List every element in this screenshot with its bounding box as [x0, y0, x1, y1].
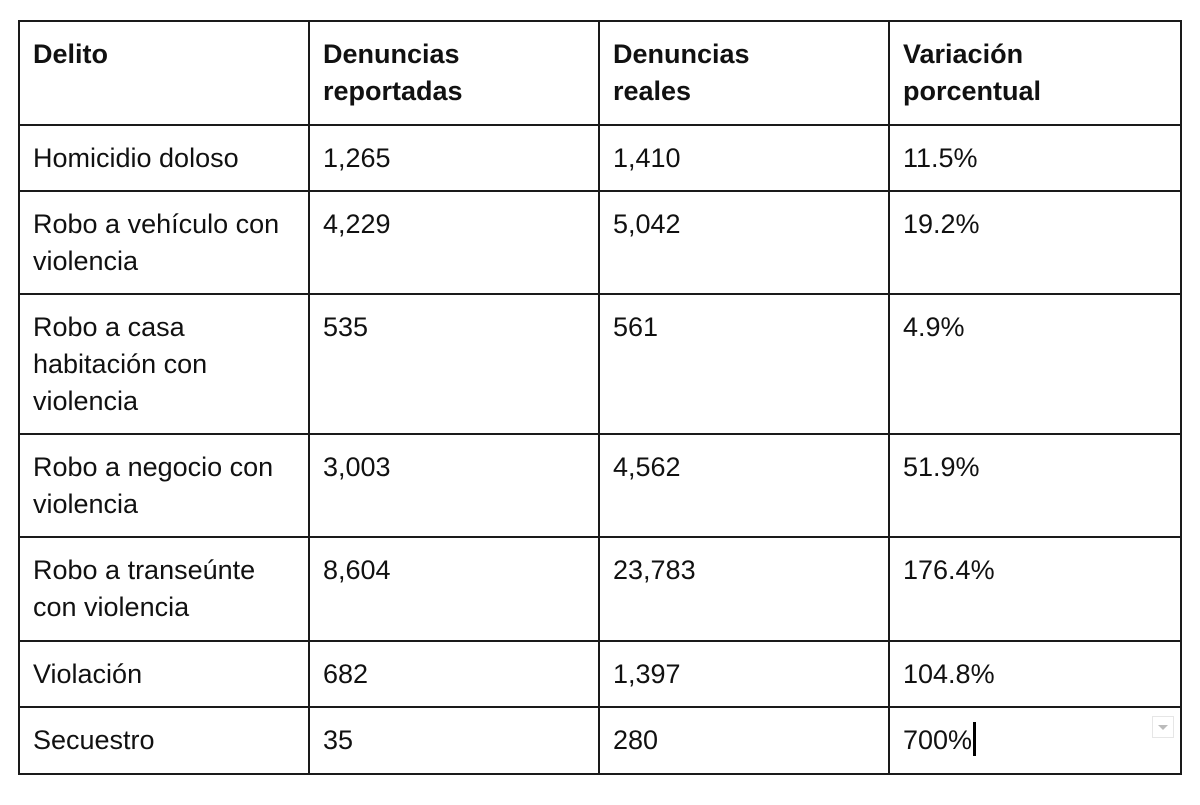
cell-text: 176.4% [903, 555, 995, 585]
cell-text: Robo a vehículo con violencia [33, 209, 280, 276]
cell-text: 8,604 [323, 555, 391, 585]
table-cell[interactable]: 176.4% [888, 536, 1182, 642]
cell-text: 11.5% [903, 143, 978, 173]
table-cell[interactable]: 11.5% [888, 124, 1182, 192]
cell-text: 5,042 [613, 209, 681, 239]
table-cell[interactable]: 682 [308, 640, 600, 708]
cell-text: Robo a casa habitación con violencia [33, 312, 208, 416]
table-cell[interactable]: Violación [18, 640, 310, 708]
table-cell[interactable]: 4,562 [598, 433, 890, 538]
cell-text: 280 [613, 725, 659, 755]
dropdown-arrow-icon[interactable] [1152, 716, 1174, 738]
table-row: Secuestro 35 280 700% [18, 706, 1182, 775]
header-cell[interactable]: Denuncias reportadas [308, 20, 600, 126]
table-cell[interactable]: 4.9% [888, 293, 1182, 435]
table-cell[interactable]: 561 [598, 293, 890, 435]
table-cell[interactable]: 1,397 [598, 640, 890, 708]
table-row: Homicidio doloso 1,265 1,410 11.5% [18, 124, 1182, 192]
cell-text: 561 [613, 312, 659, 342]
table-cell[interactable]: 535 [308, 293, 600, 435]
table-row: Robo a vehículo con violencia 4,229 5,042 1… [18, 190, 1182, 295]
cell-text: 23,783 [613, 555, 696, 585]
table-cell[interactable]: Secuestro [18, 706, 310, 775]
table-cell[interactable]: 4,229 [308, 190, 600, 295]
table-cell[interactable]: Robo a vehículo con violencia [18, 190, 310, 295]
cell-text: 535 [323, 312, 369, 342]
table-row: Robo a casa habitación con violencia 535 5… [18, 293, 1182, 435]
table-cell[interactable]: Robo a negocio con violencia [18, 433, 310, 538]
cell-text: 4,229 [323, 209, 391, 239]
table-row: Robo a negocio con violencia 3,003 4,562 51… [18, 433, 1182, 538]
table-cell[interactable]: 19.2% [888, 190, 1182, 295]
cell-text: 1,265 [323, 143, 391, 173]
cell-text: Secuestro [33, 725, 155, 755]
table-cell[interactable]: Homicidio doloso [18, 124, 310, 192]
table-cell[interactable]: 8,604 [308, 536, 600, 642]
cell-text: Robo a negocio con violencia [33, 452, 274, 519]
cell-text: 1,397 [613, 659, 681, 689]
cell-text: 104.8% [903, 659, 995, 689]
cell-text: 4,562 [613, 452, 681, 482]
table-cell[interactable]: 1,410 [598, 124, 890, 192]
cell-text: Robo a transeúnte con violencia [33, 555, 256, 622]
table-cell[interactable]: 51.9% [888, 433, 1182, 538]
table-cell[interactable]: 3,003 [308, 433, 600, 538]
table-cell[interactable]: 5,042 [598, 190, 890, 295]
cell-text: Violación [33, 659, 143, 689]
cell-text: Homicidio doloso [33, 143, 239, 173]
table-row: Robo a transeúnte con violencia 8,604 23,7… [18, 536, 1182, 642]
crime-table: Delito Denuncias reportadas Denuncias re… [18, 20, 1182, 775]
header-cell[interactable]: Variación porcentual [888, 20, 1182, 126]
table-cell[interactable]: 104.8% [888, 640, 1182, 708]
cell-text: 3,003 [323, 452, 391, 482]
text-cursor [973, 722, 977, 756]
table-cell[interactable]: 1,265 [308, 124, 600, 192]
header-cell[interactable]: Denuncias reales [598, 20, 890, 126]
cell-text: 4.9% [903, 312, 965, 342]
header-cell[interactable]: Delito [18, 20, 310, 126]
cell-text: 1,410 [613, 143, 681, 173]
table-cell[interactable]: Robo a casa habitación con violencia [18, 293, 310, 435]
cell-text: 682 [323, 659, 369, 689]
cell-text: 19.2% [903, 209, 980, 239]
table-cell[interactable]: 280 [598, 706, 890, 775]
table-cell[interactable]: 35 [308, 706, 600, 775]
cell-text: 51.9% [903, 452, 980, 482]
table-cell[interactable]: 23,783 [598, 536, 890, 642]
cell-text: 700% [903, 725, 973, 755]
cell-text: 35 [323, 725, 354, 755]
header-row: Delito Denuncias reportadas Denuncias re… [18, 20, 1182, 126]
table-cell[interactable]: 700% [888, 706, 1182, 775]
table-cell[interactable]: Robo a transeúnte con violencia [18, 536, 310, 642]
table-row: Violación 682 1,397 104.8% [18, 640, 1182, 708]
